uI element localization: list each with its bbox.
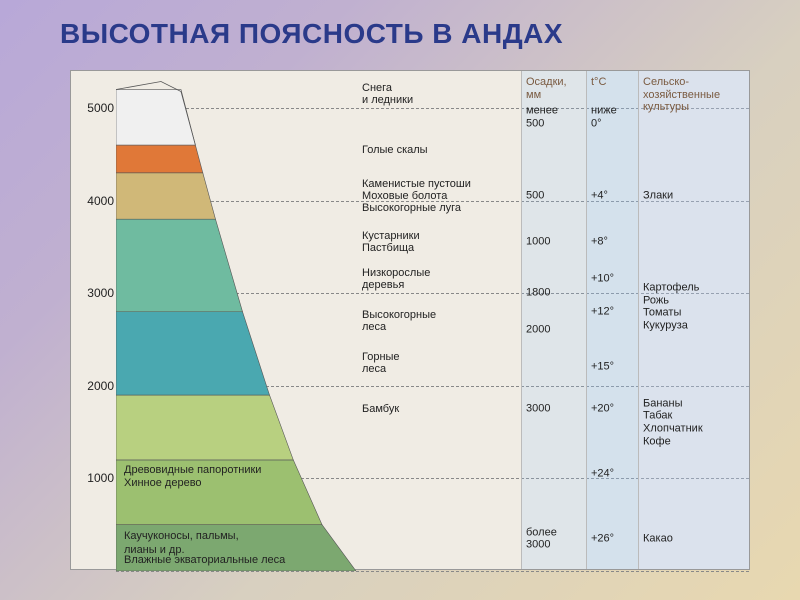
temp-value: +10° (591, 273, 634, 286)
zone-band (116, 90, 195, 146)
zone-band (116, 312, 270, 395)
precip-value: менее 500 (526, 105, 582, 130)
temp-value: +20° (591, 403, 634, 416)
crops-column: Сельско- хозяйственные культуры Злаки Кар… (638, 71, 749, 569)
zone-label: Каменистые пустоши Моховые болота Высоко… (362, 178, 519, 214)
zone-labels-column: Снега и ледники Голые скалы Каменистые пус… (356, 71, 521, 569)
temperature-column: t°C ниже 0° +4° +8° +10° +12° +15° +20° +24° +26… (586, 71, 638, 569)
temp-header: t°C (591, 76, 634, 89)
temp-value: +15° (591, 361, 634, 374)
temp-value: +26° (591, 532, 634, 545)
crop-value: Злаки (643, 190, 745, 203)
zone-band (116, 145, 203, 173)
temp-value: +4° (591, 190, 634, 203)
precip-value: 500 (526, 190, 582, 203)
temp-value: +12° (591, 305, 634, 318)
page-title: ВЫСОТНАЯ ПОЯСНОСТЬ В АНДАХ (60, 18, 770, 50)
crop-value: Бананы Табак Хлопчатник Кофе (643, 398, 745, 449)
precip-header: Осадки, мм (526, 76, 582, 101)
zone-label: Кустарники Пастбища (362, 230, 519, 254)
mountain-profile: Древовидные папоротники Хинное деревоКау… (116, 71, 356, 569)
precip-value: 2000 (526, 324, 582, 337)
temp-value: ниже 0° (591, 105, 634, 130)
precip-value: более 3000 (526, 526, 582, 551)
temp-value: +8° (591, 236, 634, 249)
precip-value: 3000 (526, 403, 582, 416)
zone-inside-label: Влажные экваториальные леса (124, 554, 285, 567)
crop-value: Картофель Рожь Томаты Кукуруза (643, 282, 745, 333)
zone-band (116, 219, 243, 312)
precipitation-column: Осадки, мм менее 500 500 1000 1800 2000 3000 б… (521, 71, 586, 569)
precip-value: 1000 (526, 236, 582, 249)
zone-label: Низкорослые деревья (362, 267, 519, 291)
zone-label: Бамбук (362, 403, 519, 415)
zone-label: Снега и ледники (362, 82, 519, 106)
zone-inside-label: Древовидные папоротники Хинное дерево (124, 464, 261, 490)
zonation-figure: 10002000300040005000 Древовидные папорот… (70, 70, 750, 570)
zone-band (116, 395, 293, 460)
crops-header: Сельско- хозяйственные культуры (643, 76, 745, 114)
zone-band (116, 173, 215, 219)
zone-label: Высокогорные леса (362, 309, 519, 333)
crop-value: Какао (643, 532, 745, 545)
zone-label: Голые скалы (362, 144, 519, 156)
data-columns: Снега и ледники Голые скалы Каменистые пус… (356, 71, 749, 569)
zone-label: Горные леса (362, 351, 519, 375)
temp-value: +24° (591, 467, 634, 480)
precip-value: 1800 (526, 287, 582, 300)
